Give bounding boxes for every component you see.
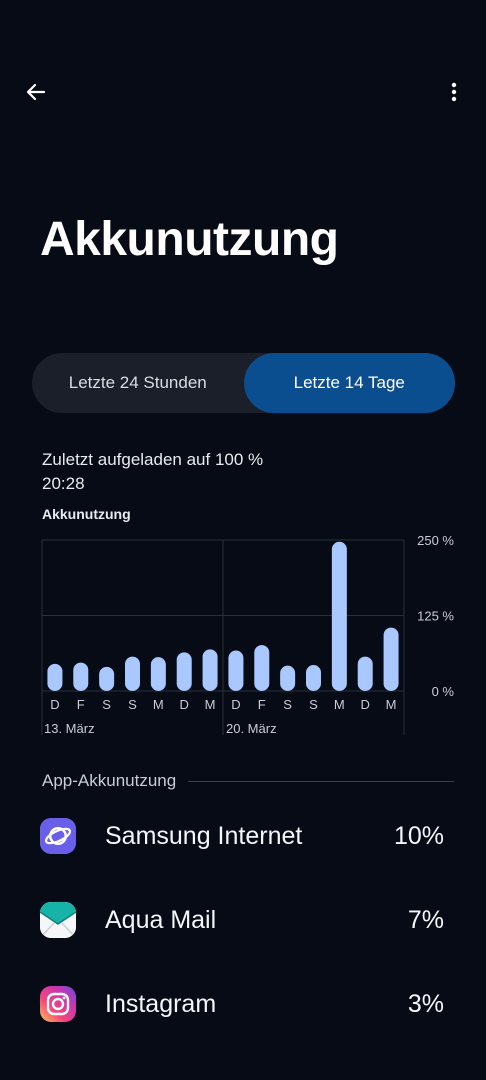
last-charged-text: Zuletzt aufgeladen auf 100 % (42, 450, 264, 469)
app-row-samsung-internet[interactable]: Samsung Internet 10% (0, 794, 486, 878)
tab-last-14-days[interactable]: Letzte 14 Tage (243, 353, 455, 413)
x-tick-label: M (153, 697, 164, 712)
date-label: 20. März (226, 721, 277, 736)
bar (47, 663, 63, 691)
more-options-button[interactable] (432, 70, 476, 114)
bar (280, 665, 296, 691)
battery-usage-chart: 250 %125 %0 %D F S S M D M D F S S M D M13. März 20. M… (41, 533, 455, 736)
x-tick-label: D (50, 697, 59, 712)
x-tick-label: D (231, 697, 240, 712)
x-tick-label: S (283, 697, 292, 712)
app-name: Aqua Mail (105, 905, 217, 934)
bar (306, 665, 321, 691)
section-title: App-Akkunutzung (42, 771, 177, 790)
x-tick-label: M (386, 697, 397, 712)
app-usage-section-header: App-Akkunutzung (42, 771, 454, 791)
page-title: Akkunutzung (40, 213, 339, 266)
bar (202, 649, 218, 691)
aqua-mail-icon (40, 902, 76, 938)
section-divider (188, 780, 454, 782)
bar (357, 656, 373, 691)
bar (254, 645, 270, 691)
x-tick-label: F (77, 697, 85, 712)
back-button[interactable] (14, 70, 58, 114)
samsung-internet-icon (40, 818, 76, 854)
y-tick-label: 250 % (417, 533, 454, 548)
bar (228, 650, 244, 691)
top-app-bar (0, 0, 486, 180)
app-percent: 7% (407, 905, 444, 934)
chart-title: Akkunutzung (42, 506, 131, 522)
x-tick-label: M (205, 697, 216, 712)
y-tick-label: 125 % (417, 609, 454, 624)
x-tick-label: S (128, 697, 137, 712)
last-charged-time: 20:28 (42, 474, 85, 493)
app-percent: 3% (407, 989, 444, 1018)
arrow-left-icon (26, 83, 46, 101)
bar (99, 666, 115, 691)
bar (331, 541, 347, 691)
time-range-selector: Letzte 24 Stunden Letzte 14 Tage (32, 353, 455, 413)
y-tick-label: 0 % (432, 684, 455, 699)
app-name: Instagram (105, 989, 217, 1018)
app-row-aqua-mail[interactable]: Aqua Mail 7% (0, 878, 486, 962)
x-tick-label: M (334, 697, 345, 712)
x-tick-label: F (258, 697, 266, 712)
bar (150, 657, 166, 691)
bar (73, 662, 89, 691)
app-percent: 10% (393, 821, 444, 850)
x-tick-label: S (102, 697, 111, 712)
more-vertical-icon (451, 82, 457, 102)
instagram-icon (40, 986, 76, 1022)
bar (383, 627, 399, 691)
bar (176, 652, 192, 691)
last-charged-info: Zuletzt aufgeladen auf 100 % 20:28 (42, 448, 263, 496)
date-label: 13. März (44, 721, 95, 736)
x-tick-label: S (309, 697, 318, 712)
app-row-instagram[interactable]: Instagram 3% (0, 962, 486, 1046)
x-tick-label: D (180, 697, 189, 712)
bar (125, 656, 140, 691)
x-tick-label: D (361, 697, 370, 712)
app-name: Samsung Internet (105, 821, 303, 850)
tab-last-24-hours[interactable]: Letzte 24 Stunden (68, 373, 207, 392)
